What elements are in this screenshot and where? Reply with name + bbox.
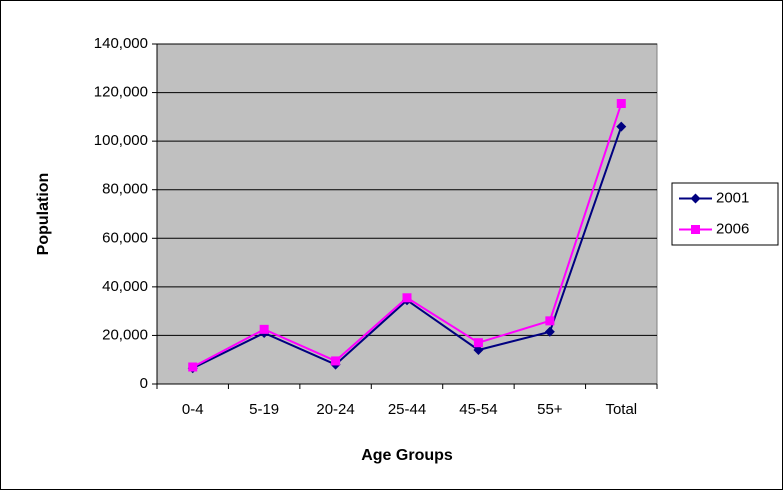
point — [473, 338, 483, 348]
x-tick-label: 20-24 — [316, 401, 354, 418]
x-tick-label: 0-4 — [182, 401, 204, 418]
legend-label: 2001 — [716, 189, 749, 206]
point — [473, 345, 484, 355]
legend-label: 2006 — [716, 220, 749, 237]
y-tick-label: 80,000 — [102, 181, 148, 198]
plot-area — [156, 43, 658, 385]
y-axis-label: Population — [35, 173, 52, 256]
legend-box — [671, 182, 779, 246]
x-tick-label: 45-54 — [459, 401, 497, 418]
y-tick-label: 20,000 — [102, 326, 148, 343]
y-tick-label: 40,000 — [102, 278, 148, 295]
point — [545, 316, 555, 326]
point — [402, 293, 412, 303]
point — [616, 99, 626, 108]
x-tick-label: 55+ — [537, 401, 563, 418]
y-tick-label: 100,000 — [94, 132, 148, 149]
legend-marker — [690, 193, 701, 204]
y-tick-label: 120,000 — [94, 84, 148, 101]
point — [544, 326, 555, 337]
point — [616, 121, 627, 132]
x-tick-label: 25-44 — [388, 401, 426, 418]
y-tick-label: 0 — [140, 375, 148, 392]
point — [259, 324, 269, 334]
x-axis-label: Age Groups — [361, 447, 453, 464]
point — [331, 356, 341, 366]
x-tick-label: Total — [605, 401, 637, 418]
y-tick-label: 140,000 — [94, 35, 148, 52]
legend-marker — [691, 225, 700, 234]
y-tick-label: 60,000 — [102, 229, 148, 246]
point — [188, 362, 198, 372]
x-tick-label: 5-19 — [249, 401, 279, 418]
